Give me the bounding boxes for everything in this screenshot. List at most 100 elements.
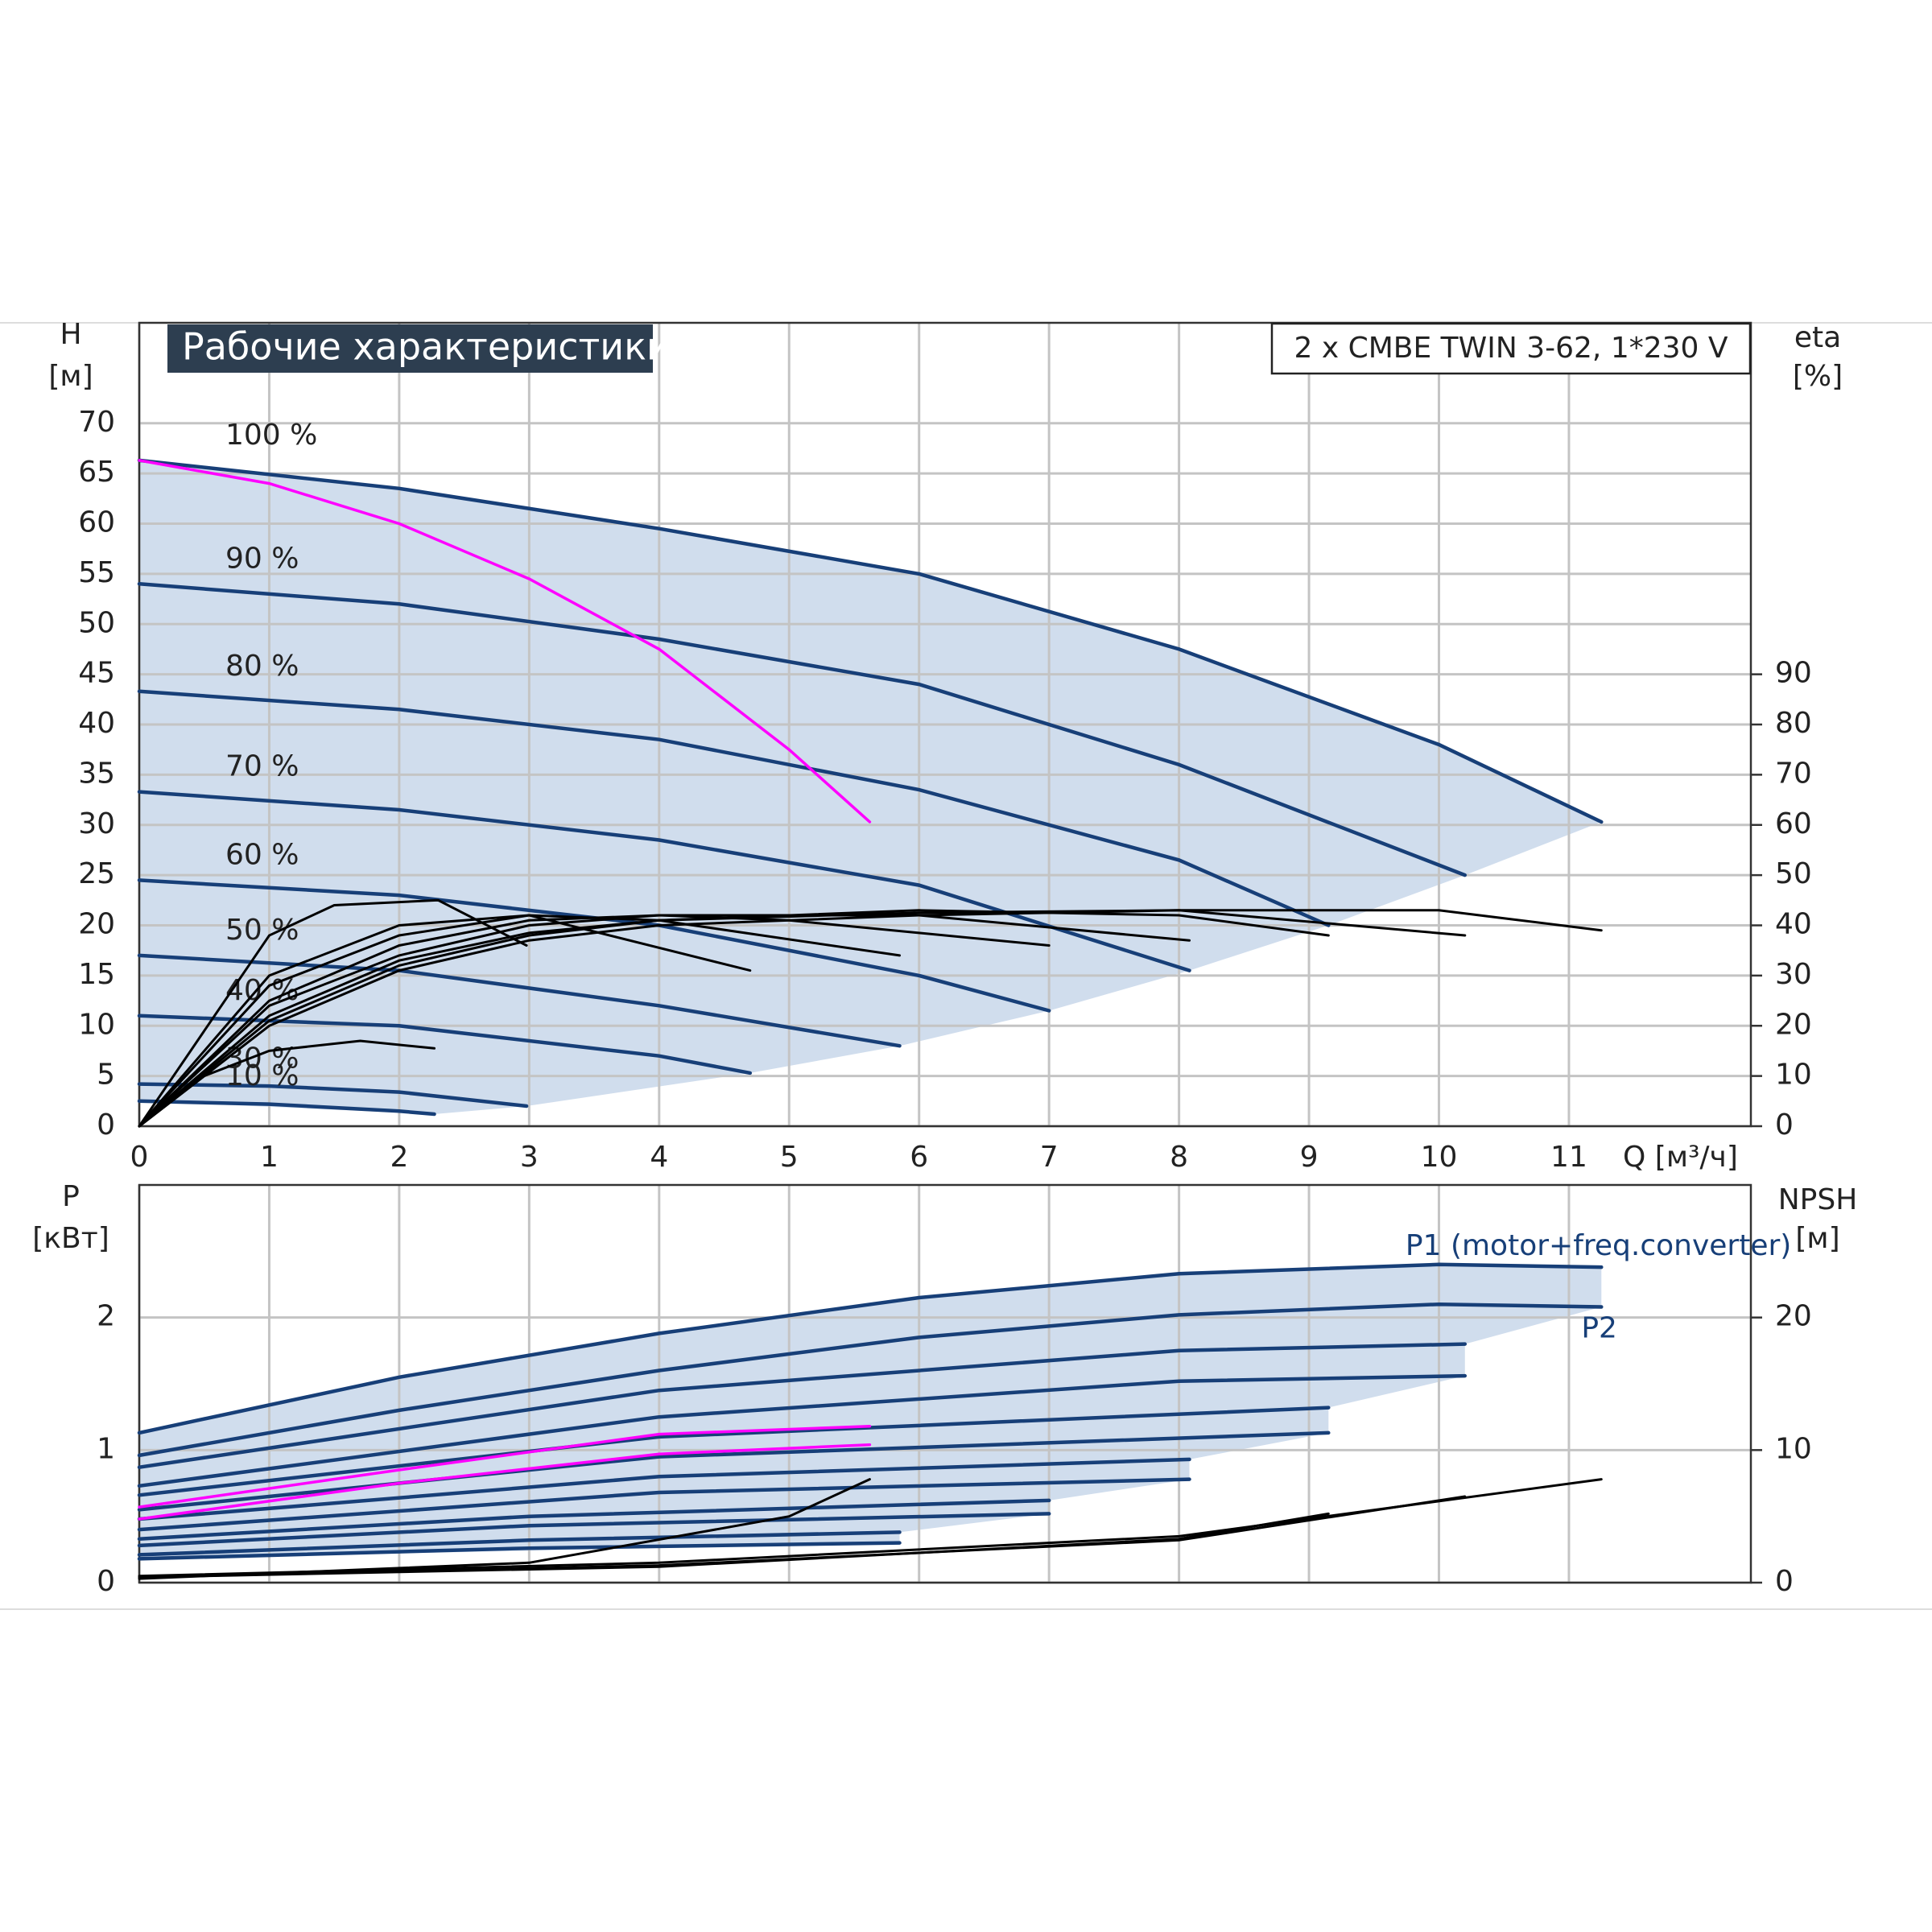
chart-subtitle: 2 x CMBE TWIN 3-62, 1*230 V [1294,332,1728,365]
y-axis-unit: [кВт] [32,1222,109,1255]
curve [137,582,1468,877]
curve [137,1457,1191,1521]
x-tick-label: 10 [1421,1141,1458,1174]
subtitle-box [1270,322,1752,375]
y2-axis-label: NPSH [1778,1183,1858,1216]
curve [137,1099,436,1117]
y-tick-label: 25 [78,857,115,890]
y2-axis-label: eta [1794,321,1841,354]
curve [137,1262,1604,1435]
aux-curve [138,914,1191,1128]
y2-tick-label: 70 [1775,757,1812,790]
y2-tick-label: 0 [1775,1108,1794,1141]
y-tick-label: 2 [97,1300,115,1333]
y-tick-label: 40 [78,707,115,740]
y2-tick-label: 90 [1775,657,1812,690]
aux-curve [138,909,1603,1128]
y-axis-label: H [60,318,81,351]
y-axis-unit: [м] [48,360,93,393]
y-tick-label: 50 [78,606,115,639]
aux-curve [138,914,1051,1128]
x-tick-label: 4 [650,1141,668,1174]
operating-range [139,1264,1602,1559]
x-tick-label: 8 [1170,1141,1188,1174]
chart-title: Рабочие характеристики [182,325,671,369]
plot-frame [138,1183,1752,1584]
aux-curve [138,914,901,1128]
y2-tick-label: 0 [1775,1565,1794,1598]
x-tick-label: 7 [1040,1141,1059,1174]
curve [137,1430,1331,1512]
y-tick-label: 35 [78,757,115,790]
curve-label: 100 % [225,419,317,452]
y2-axis-unit: [м] [1795,1222,1839,1255]
curve [138,1443,872,1521]
curve [137,458,1604,824]
y2-tick-label: 20 [1775,1300,1812,1333]
x-tick-label: 1 [260,1141,279,1174]
y-tick-label: 0 [97,1108,115,1141]
aux-curve [138,1039,436,1128]
y2-tick-label: 10 [1775,1059,1812,1092]
x-tick-label: 2 [390,1141,408,1174]
y-tick-label: 0 [97,1565,115,1598]
curve-label: 70 % [225,750,299,783]
curve [137,1541,902,1561]
curve [137,689,1331,927]
y-tick-label: 60 [78,506,115,539]
y2-tick-label: 30 [1775,958,1812,991]
y-tick-label: 5 [97,1059,115,1092]
y-tick-label: 55 [78,556,115,589]
curve-label: 80 % [225,650,299,683]
title-box [167,324,653,373]
y2-tick-label: 20 [1775,1008,1812,1041]
y-tick-label: 65 [78,456,115,489]
curve [137,953,902,1048]
curve [137,1406,1331,1497]
curve [138,459,872,824]
curve-label: 60 % [225,838,299,871]
y-tick-label: 1 [97,1432,115,1465]
curve [137,1512,1051,1548]
curve [137,1498,1051,1541]
y2-axis-unit: [%] [1793,360,1843,393]
y-tick-label: 20 [78,908,115,941]
y-axis-label: P [62,1180,80,1213]
aux-curve [138,909,1330,1128]
y2-tick-label: 80 [1775,707,1812,740]
x-tick-label: 3 [520,1141,539,1174]
y-tick-label: 30 [78,807,115,840]
y-tick-label: 70 [78,406,115,439]
aux-curve [138,898,528,1128]
curve-label: P1 (motor+freq.converter) [1406,1229,1791,1262]
curve-label: P2 [1581,1311,1617,1344]
curve [137,1373,1468,1488]
y2-tick-label: 50 [1775,857,1812,890]
curve-label: 10 % [225,1059,299,1092]
x-tick-label: 9 [1300,1141,1319,1174]
y2-tick-label: 40 [1775,908,1812,941]
curve [137,1342,1468,1469]
y2-tick-label: 10 [1775,1432,1812,1465]
curve-label: 90 % [225,542,299,575]
aux-curve [138,1512,1330,1579]
x-tick-label: 6 [910,1141,928,1174]
plot-frame [138,321,1752,1128]
curve [137,1530,902,1557]
curve [137,1477,1191,1532]
y-tick-label: 15 [78,958,115,991]
aux-curve [138,909,1467,1128]
y2-tick-label: 60 [1775,807,1812,840]
curve [138,1424,872,1509]
aux-curve [138,1478,871,1580]
x-tick-label: 5 [780,1141,799,1174]
curve [137,1302,1604,1458]
curve [137,1082,529,1108]
aux-curve [138,914,752,1128]
y-tick-label: 45 [78,657,115,690]
x-axis-label: Q [м³/ч] [1623,1141,1738,1174]
x-tick-label: 11 [1550,1141,1587,1174]
x-tick-label: 0 [130,1141,149,1174]
curve-label: 50 % [225,914,299,947]
